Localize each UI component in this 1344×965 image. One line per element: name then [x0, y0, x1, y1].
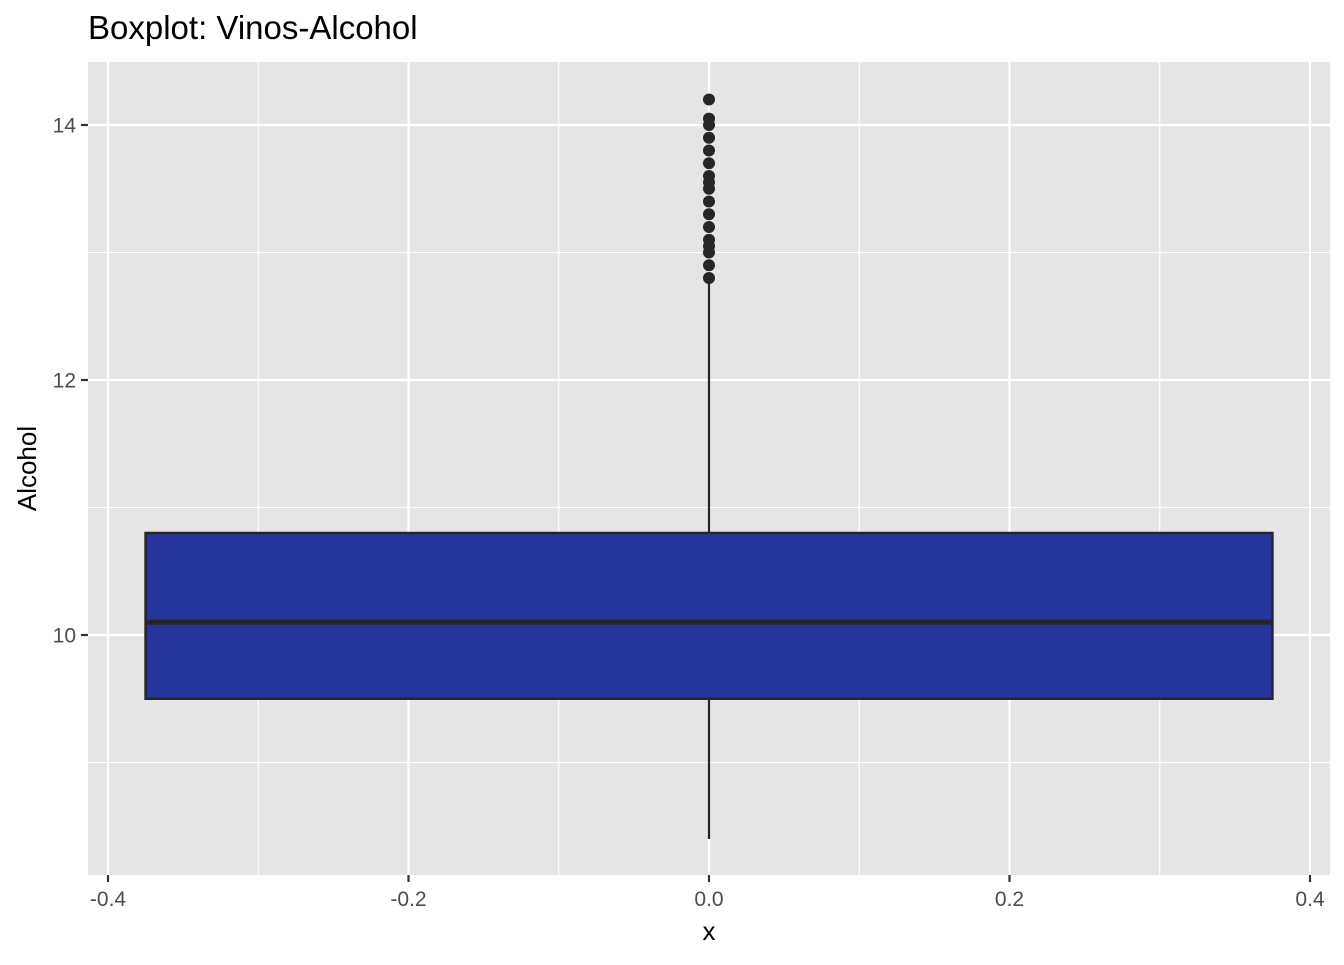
outlier-point — [703, 112, 715, 125]
outlier-point — [703, 272, 715, 284]
outlier-point — [703, 259, 715, 272]
outlier-point — [703, 144, 715, 157]
outlier-point — [703, 131, 715, 144]
interquartile-box — [144, 531, 1274, 700]
y-tick-label: 10 — [53, 625, 76, 648]
y-axis-title: Alcohol — [12, 426, 42, 511]
outlier-point — [703, 233, 715, 246]
outlier-point — [703, 208, 715, 221]
y-tick-label: 12 — [53, 370, 76, 393]
outlier-point — [703, 170, 715, 182]
y-tick-label: 14 — [53, 115, 77, 138]
outlier-point — [703, 221, 715, 233]
outlier-point — [703, 195, 715, 208]
x-tick-label: 0.4 — [1295, 888, 1325, 911]
y-axis: 10 12 14 — [53, 115, 88, 648]
x-tick-label: 0.0 — [694, 888, 723, 911]
x-axis-title: x — [703, 916, 716, 946]
x-tick-label: -0.2 — [390, 888, 426, 911]
outlier-point — [703, 157, 715, 170]
x-tick-label: 0.2 — [995, 888, 1024, 911]
outlier-points — [703, 93, 715, 284]
x-axis: -0.4 -0.2 0.0 0.2 0.4 — [90, 875, 1325, 911]
outlier-point — [703, 93, 715, 106]
x-tick-label: -0.4 — [90, 888, 127, 911]
chart-title: Boxplot: Vinos-Alcohol — [88, 9, 418, 46]
boxplot-layer — [144, 278, 1274, 839]
